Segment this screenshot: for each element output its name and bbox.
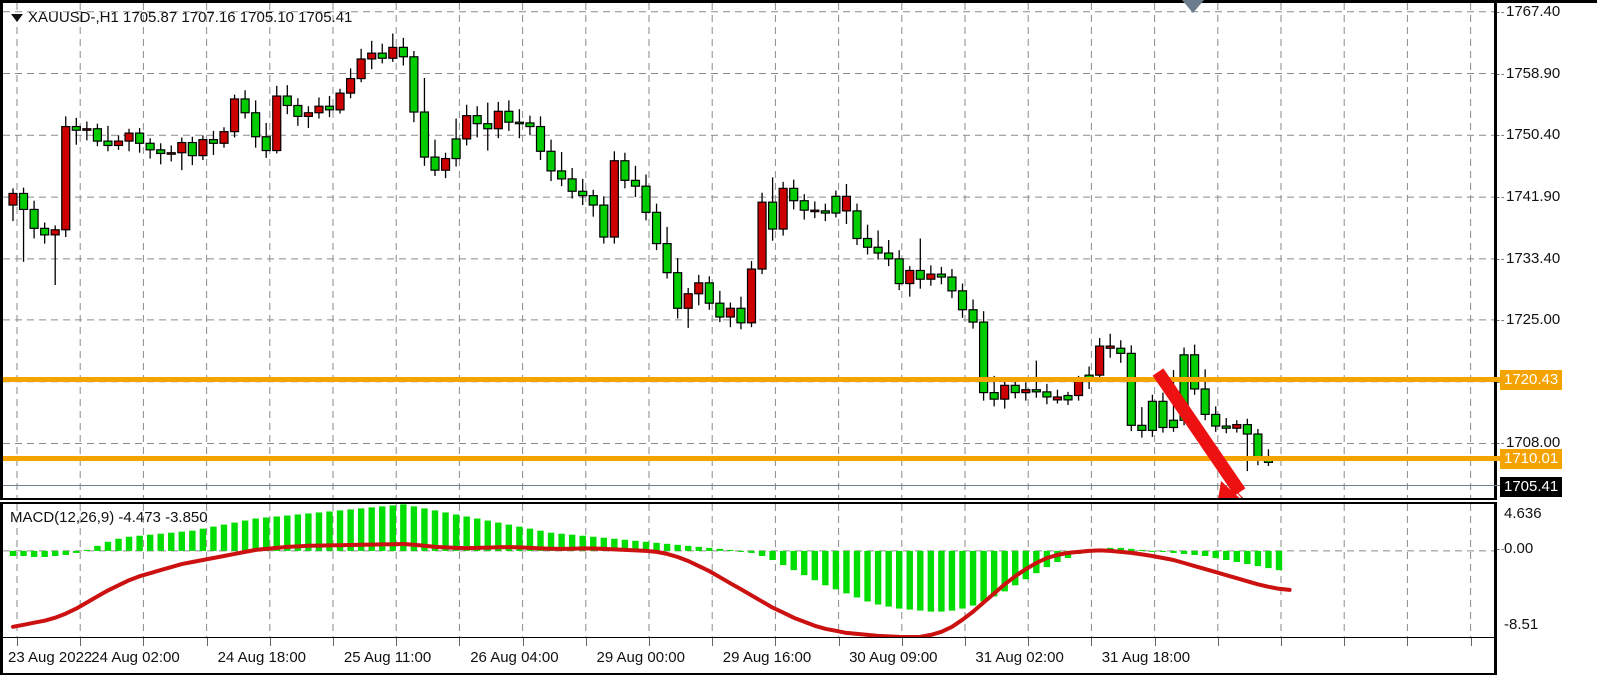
time-axis-tick bbox=[712, 638, 714, 646]
time-axis-tick bbox=[269, 638, 271, 646]
time-axis-tick bbox=[838, 638, 840, 646]
time-axis-tick bbox=[965, 638, 966, 646]
time-axis-tick bbox=[1281, 638, 1282, 646]
time-axis[interactable]: 23 Aug 2022 24 Aug 02:00 24 Aug 18:00 25 Au… bbox=[0, 638, 1497, 675]
axis-corner-filler bbox=[1497, 638, 1597, 675]
macd-axis-tick bbox=[1497, 548, 1504, 550]
macd-axis-label: 4.636 bbox=[1504, 505, 1542, 522]
time-axis-label: 31 Aug 02:00 bbox=[975, 649, 1064, 666]
time-axis-tick bbox=[396, 638, 398, 646]
time-axis-tick bbox=[1470, 638, 1472, 646]
price-chart-pane[interactable]: XAUUSD-,H1 1705.87 1707.16 1705.10 1705.… bbox=[0, 0, 1500, 500]
time-axis-tick bbox=[775, 638, 777, 646]
time-axis-tick bbox=[522, 638, 524, 646]
price-axis-tick bbox=[1497, 197, 1504, 199]
time-axis-tick bbox=[1028, 638, 1030, 646]
time-axis-label: 24 Aug 18:00 bbox=[217, 649, 307, 666]
price-axis-tick bbox=[1497, 443, 1504, 445]
price-axis-label: 1750.40 bbox=[1506, 126, 1561, 144]
time-axis-label: 25 Aug 11:00 bbox=[343, 649, 432, 666]
support-line[interactable] bbox=[3, 456, 1500, 461]
price-axis-label: 1733.40 bbox=[1506, 249, 1561, 267]
price-axis-tick bbox=[1497, 73, 1504, 75]
current-price-tag[interactable]: 1705.41 bbox=[1500, 477, 1563, 497]
price-axis-label: 1708.00 bbox=[1506, 434, 1561, 452]
price-axis[interactable]: 1767.40 1758.90 1750.40 1741.90 1733.40 1725.… bbox=[1497, 0, 1597, 500]
resistance-level-tag[interactable]: 1720.43 bbox=[1500, 370, 1563, 390]
time-axis-tick bbox=[206, 638, 208, 646]
support-level-tag[interactable]: 1710.01 bbox=[1500, 449, 1563, 469]
time-axis-label: 31 Aug 18:00 bbox=[1101, 649, 1191, 666]
time-axis-tick bbox=[459, 638, 461, 646]
time-axis-tick bbox=[333, 638, 334, 646]
price-axis-label: 1767.40 bbox=[1506, 2, 1561, 20]
macd-plot-area bbox=[3, 504, 1494, 637]
time-axis-tick bbox=[1344, 638, 1346, 646]
time-axis-label: 24 Aug 02:00 bbox=[91, 649, 180, 666]
price-axis-tick bbox=[1497, 135, 1504, 137]
macd-axis[interactable]: 4.636 0.00 -8.51 bbox=[1497, 502, 1597, 638]
macd-indicator-pane[interactable]: MACD(12,26,9) -4.473 -3.850 bbox=[0, 502, 1497, 638]
time-axis-label: 29 Aug 00:00 bbox=[596, 649, 685, 666]
time-axis-label: 29 Aug 16:00 bbox=[722, 649, 812, 666]
time-axis-label: 23 Aug 2022 bbox=[8, 649, 93, 666]
macd-axis-label: -8.51 bbox=[1504, 616, 1539, 633]
time-axis-tick bbox=[1407, 638, 1409, 646]
macd-axis-label: 0.00 bbox=[1504, 539, 1534, 557]
chart-header: XAUUSD-,H1 1705.87 1707.16 1705.10 1705.… bbox=[11, 9, 352, 26]
price-plot-area bbox=[3, 3, 1494, 498]
price-axis-tick bbox=[1497, 258, 1504, 260]
resistance-line[interactable] bbox=[3, 377, 1500, 382]
macd-svg bbox=[3, 504, 1494, 637]
chart-period-separator-marker[interactable] bbox=[1182, 0, 1204, 13]
time-axis-tick bbox=[585, 638, 587, 646]
chart-header-text: XAUUSD-,H1 1705.87 1707.16 1705.10 1705.… bbox=[28, 9, 353, 26]
time-axis-tick bbox=[649, 638, 650, 646]
time-axis-tick bbox=[80, 638, 82, 646]
price-axis-tick bbox=[1497, 319, 1504, 321]
time-axis-tick bbox=[901, 638, 903, 646]
time-axis-label: 30 Aug 09:00 bbox=[849, 649, 938, 666]
triangle-down-icon[interactable] bbox=[11, 14, 23, 23]
time-axis-tick bbox=[1154, 638, 1156, 646]
time-axis-tick bbox=[1091, 638, 1093, 646]
current-price-line bbox=[3, 485, 1500, 486]
price-axis-tick bbox=[1497, 11, 1504, 13]
time-axis-label: 26 Aug 04:00 bbox=[470, 649, 559, 666]
macd-header: MACD(12,26,9) -4.473 -3.850 bbox=[10, 509, 208, 526]
time-axis-tick bbox=[143, 638, 145, 646]
price-axis-label: 1725.00 bbox=[1506, 310, 1561, 328]
price-axis-label: 1741.90 bbox=[1506, 188, 1561, 206]
time-axis-tick bbox=[17, 638, 18, 646]
candlestick-svg bbox=[3, 3, 1494, 498]
time-axis-tick bbox=[1217, 638, 1219, 646]
price-axis-label: 1758.90 bbox=[1506, 64, 1561, 82]
